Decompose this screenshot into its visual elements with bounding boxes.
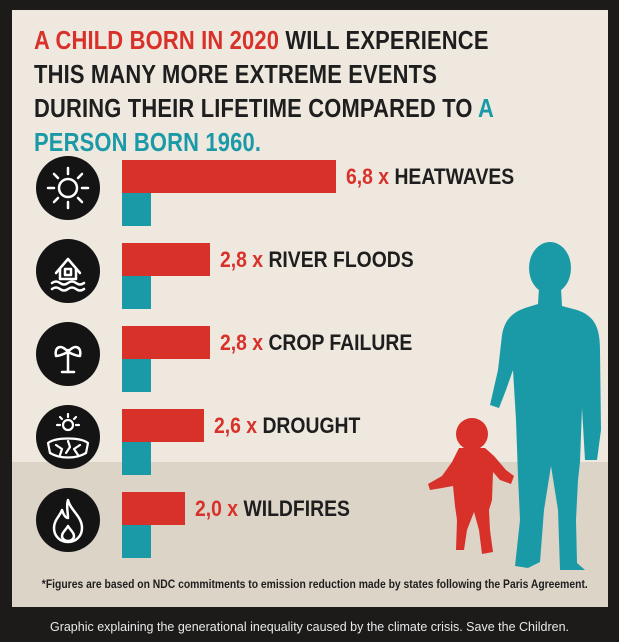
bar-child-drought: [122, 409, 204, 442]
bar-child-heatwaves: [122, 160, 337, 193]
bar-adult-river-floods: [122, 276, 151, 309]
bar-label: 6,8 x HEATWAVES: [346, 160, 514, 193]
title-highlight-adult: A PERSON BORN 1960.: [34, 95, 494, 157]
bar-adult-heatwaves: [122, 193, 151, 226]
ground-band: [12, 462, 608, 607]
bar-label: 2,0 x WILDFIRES: [195, 492, 350, 525]
flame-icon: [36, 488, 100, 552]
bar-child-wildfires: [122, 492, 185, 525]
bar-category-label: DROUGHT: [256, 413, 361, 438]
bar-value-label: 2,6 x: [213, 413, 257, 438]
bar-label: 2,8 x CROP FAILURE: [220, 326, 412, 359]
bar-adult-crop-failure: [122, 359, 151, 392]
figures-illustration: [428, 242, 601, 570]
bar-value-label: 2,8 x: [220, 330, 264, 355]
bar-category-label: CROP FAILURE: [263, 330, 413, 355]
bar-value-label: 6,8 x: [346, 164, 390, 189]
wilting-plant-icon: [36, 322, 100, 386]
child-silhouette: [428, 418, 514, 554]
bar-adult-drought: [122, 442, 151, 475]
title-middle: WILL EXPERIENCE THIS MANY MORE EXTREME E…: [34, 27, 489, 123]
bar-child-crop-failure: [122, 326, 211, 359]
bar-label: 2,6 x DROUGHT: [214, 409, 360, 442]
bar-child-river-floods: [122, 243, 211, 276]
caption: Graphic explaining the generational ineq…: [49, 620, 570, 634]
footnote: *Figures are based on NDC commitments to…: [41, 579, 588, 591]
adult-silhouette: [490, 242, 601, 570]
bar-label: 2,8 x RIVER FLOODS: [220, 243, 414, 276]
bar-adult-wildfires: [122, 525, 151, 558]
infographic-card: A CHILD BORN IN 2020 WILL EXPERIENCE THI…: [12, 10, 608, 607]
bar-category-label: WILDFIRES: [238, 496, 350, 521]
page-title: A CHILD BORN IN 2020 WILL EXPERIENCE THI…: [34, 24, 516, 160]
bar-category-label: RIVER FLOODS: [263, 247, 414, 272]
sun-icon: [36, 156, 100, 220]
bar-category-label: HEATWAVES: [389, 164, 515, 189]
title-highlight-child: A CHILD BORN IN 2020: [34, 27, 280, 55]
cracked-earth-icon: [36, 405, 100, 469]
bar-value-label: 2,8 x: [220, 247, 264, 272]
flooded-house-icon: [36, 239, 100, 303]
bar-value-label: 2,0 x: [195, 496, 239, 521]
